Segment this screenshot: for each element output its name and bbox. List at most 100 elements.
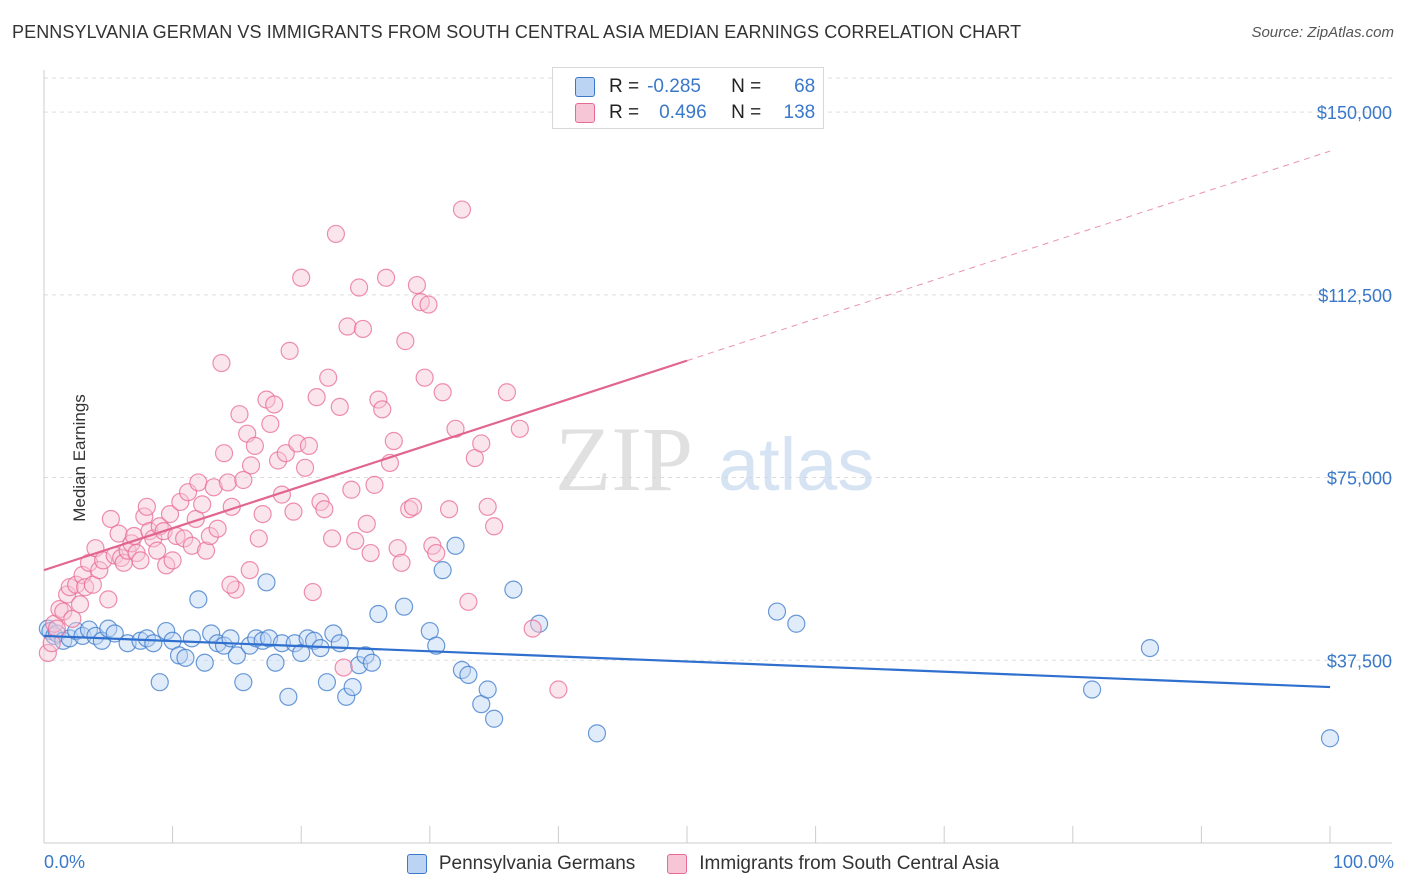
pink-data-point [90,561,109,580]
blue-data-point [304,631,324,650]
pink-data-point [419,295,438,314]
pink-data-point [427,543,446,563]
blue-data-point [767,602,787,621]
legend-r-value: -0.285 [647,76,701,97]
pink-data-point [175,529,194,548]
blue-trend-line [43,634,1331,689]
legend-n-value: 138 [783,102,816,123]
pink-swatch-icon [667,854,688,874]
blue-data-point [272,634,292,653]
pink-data-point [346,531,365,550]
pink-data-point [131,551,150,570]
pink-data-point [415,368,434,387]
pink-data-point [349,278,369,297]
pink-data-point [265,395,284,414]
blue-data-point [176,648,195,667]
pink-data-point [70,595,90,614]
pink-data-point [137,497,156,516]
pink-data-point [261,414,280,434]
pink-data-point [369,390,388,409]
legend-r-label: R = [609,102,640,123]
pink-trend-extension [686,150,1331,362]
x-tick-label-min: 0.0% [44,852,86,872]
pink-data-point [163,551,182,570]
pink-data-point [230,405,249,424]
blue-data-point [266,653,285,672]
blue-data-point [214,636,234,655]
pink-data-point [182,536,201,555]
pink-data-point [485,517,504,536]
pink-data-point [208,519,227,538]
blue-data-point [330,634,349,653]
blue-data-point [427,636,446,655]
y-tick-label: $112,500 [1318,286,1392,306]
pink-data-point [295,458,315,477]
watermark-atlas: atlas [718,423,874,506]
y-tick-label: $37,500 [1327,651,1392,671]
pink-data-point [396,332,415,351]
legend-n-value: 68 [794,76,816,97]
blue-data-point [369,604,388,624]
blue-data-point [787,614,806,633]
pink-data-point [253,504,272,524]
blue-swatch-icon [575,77,595,97]
blue-data-point [189,590,208,609]
blue-data-point [227,646,246,665]
blue-data-point [446,536,465,555]
pink-data-point [338,317,357,336]
y-axis-title: Median Earnings [69,394,89,522]
series-legend: Pennsylvania Germans Immigrants from Sou… [0,851,1406,877]
pink-data-point [171,492,190,512]
blue-data-point [433,561,452,580]
blue-data-point [478,680,497,699]
pink-data-point [319,368,338,387]
pink-data-point [303,582,322,602]
pink-data-point [361,543,380,563]
series-legend-label: Immigrants from South Central Asia [699,853,1000,874]
y-tick-label: $75,000 [1327,469,1392,489]
pink-data-point [276,444,295,463]
legend-r-label: R = [609,76,640,97]
pink-data-point [292,268,311,287]
x-tick-label-max: 100.0% [1332,852,1394,872]
blue-data-point [1320,729,1340,748]
pink-data-point [101,509,120,529]
pink-data-point [234,470,253,490]
blue-data-point [324,624,343,643]
blue-data-point [157,621,176,641]
pink-data-point [63,609,82,628]
blue-data-point [1140,638,1160,658]
pink-data-point [353,319,373,339]
blue-data-point [356,646,375,665]
pink-data-point [403,497,423,516]
pink-data-point [249,529,268,548]
pink-data-point [446,419,465,438]
pink-data-point [452,200,472,219]
pink-data-point [200,526,219,546]
pink-data-point [47,619,66,638]
pink-data-point [373,400,392,419]
blue-data-point [1082,680,1102,699]
blue-data-point [343,677,362,697]
pink-data-point [497,383,517,402]
pink-data-point [523,619,542,638]
pink-data-point [99,590,118,609]
pink-data-point [241,456,261,475]
pink-data-point [240,561,259,580]
pink-data-point [280,341,299,360]
pink-data-point [334,658,353,677]
legend-row-blue: R = -0.285 N = 68 [575,74,815,100]
blue-data-point [459,665,478,684]
pink-data-point [218,473,237,492]
blue-data-point [279,687,298,706]
pink-data-point [193,495,212,514]
pink-data-point [459,592,478,611]
blue-data-point [195,653,214,672]
pink-data-point [472,434,491,453]
blue-data-point [504,580,523,599]
blue-data-point [234,673,253,692]
pink-data-point [478,497,497,516]
pink-data-point [510,419,529,438]
legend-row-pink: R = 0.496 N = 138 [575,100,815,126]
